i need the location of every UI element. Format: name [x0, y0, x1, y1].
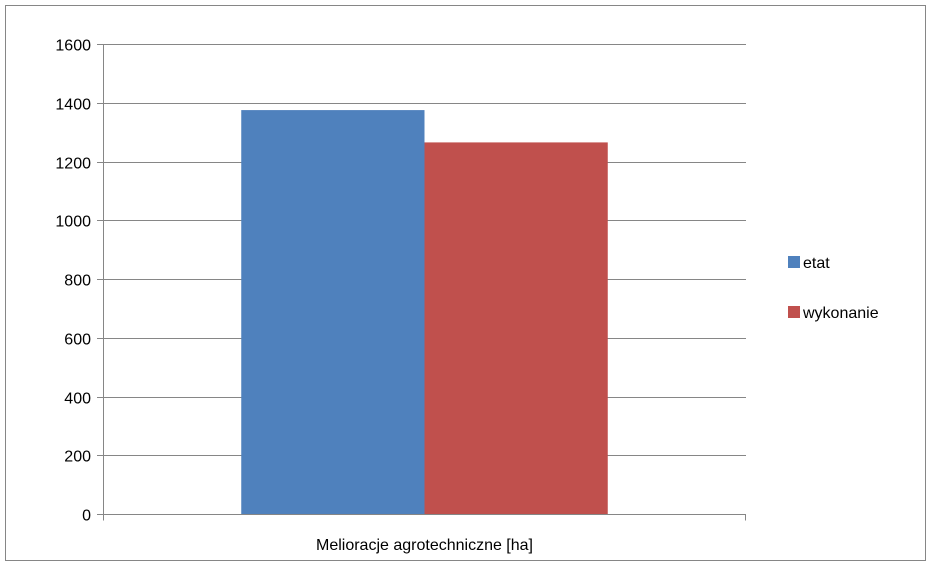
x-category-labels: Melioracje agrotechniczne [ha] [316, 537, 533, 554]
legend-swatch-wykonanie [788, 306, 800, 318]
chart-frame: 0 200 400 600 800 1000 1200 1400 1600 Melioracje… [5, 5, 926, 561]
y-tick-label: 600 [64, 332, 91, 349]
y-tick-label: 1600 [55, 38, 91, 55]
y-tick-label: 1400 [55, 97, 91, 114]
y-tick-label: 200 [64, 449, 91, 466]
y-tick-label: 1000 [55, 214, 91, 231]
legend: etat wykonanie [788, 255, 879, 322]
y-tick-label: 400 [64, 391, 91, 408]
legend-label-etat: etat [803, 255, 830, 272]
x-category-label: Melioracje agrotechniczne [ha] [316, 537, 533, 554]
y-tick-label: 800 [64, 273, 91, 290]
y-tick-labels: 0 200 400 600 800 1000 1200 1400 1600 [55, 38, 91, 525]
bars [241, 110, 608, 514]
bar-wykonanie [424, 142, 608, 514]
y-tick-label: 0 [82, 508, 91, 525]
axes [97, 44, 746, 521]
bar-chart: 0 200 400 600 800 1000 1200 1400 1600 Melioracje… [55, 38, 879, 555]
bar-etat [241, 110, 425, 514]
legend-label-wykonanie: wykonanie [802, 305, 879, 322]
y-tick-label: 1200 [55, 156, 91, 173]
legend-swatch-etat [788, 256, 800, 268]
